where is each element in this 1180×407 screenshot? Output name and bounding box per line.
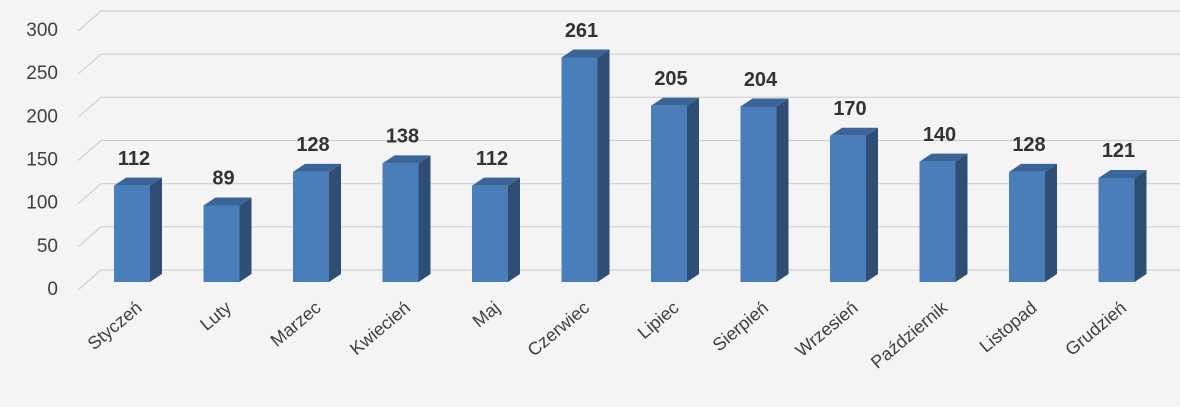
grid-line [77, 10, 1180, 32]
bar-side [776, 98, 789, 282]
bar-side [239, 197, 252, 282]
bar-front [203, 205, 240, 282]
bar-side [866, 127, 878, 282]
y-tick-label: 100 [26, 193, 58, 214]
value-label: 140 [923, 124, 956, 146]
bar [203, 197, 252, 282]
x-tick-label: Wrzesień [792, 297, 862, 360]
grid-line [77, 53, 1180, 75]
x-tick-label: Październik [867, 297, 952, 373]
bar-top [203, 197, 252, 206]
value-label: 89 [212, 168, 234, 190]
value-label: 112 [476, 148, 508, 170]
bar-side [1134, 169, 1147, 282]
value-label: 128 [1012, 134, 1045, 156]
bar-front [651, 105, 687, 282]
bar-front [114, 185, 150, 282]
bar [919, 153, 968, 282]
bar-front [561, 57, 598, 282]
bar-front [740, 106, 777, 282]
x-tick-label: Sierpień [709, 297, 772, 355]
grid-line [77, 139, 1180, 161]
bar [740, 98, 789, 282]
bar-side [150, 177, 162, 282]
bar-top [1098, 169, 1147, 178]
bar-top [651, 97, 699, 106]
value-label: 112 [118, 148, 150, 170]
value-label: 170 [833, 98, 866, 120]
bar-front [1009, 171, 1045, 282]
x-tick-label: Styczeń [84, 297, 146, 353]
bar-top [740, 98, 789, 107]
bar-front [830, 135, 866, 282]
bar-side [597, 49, 610, 282]
bar-top [830, 127, 878, 136]
y-tick-label: 0 [47, 279, 58, 300]
grid-line [77, 269, 1180, 291]
bar-side [418, 155, 431, 282]
bar [561, 49, 610, 282]
y-tick-label: 50 [37, 236, 58, 257]
value-label: 205 [654, 68, 687, 90]
bar-top [561, 49, 610, 58]
value-label: 138 [386, 126, 419, 148]
grid-line [77, 226, 1180, 248]
bar-front [293, 171, 329, 282]
value-label: 128 [296, 134, 329, 156]
x-tick-label: Maj [469, 297, 504, 331]
grid-line [77, 96, 1180, 118]
bar-top [472, 177, 520, 186]
bar-top [382, 155, 431, 164]
x-tick-label: Listopad [976, 297, 1041, 356]
x-tick-label: Marzec [267, 297, 325, 350]
bar-side [1045, 163, 1057, 282]
bar-side [508, 177, 520, 282]
bar [382, 155, 431, 282]
x-tick-label: Luty [196, 297, 235, 334]
x-tick-label: Grudzień [1061, 297, 1130, 359]
value-label: 121 [1102, 140, 1135, 162]
bar-front [472, 185, 508, 282]
bar-top [114, 177, 162, 186]
bar [1098, 169, 1147, 282]
bar [651, 97, 699, 282]
value-label: 204 [744, 69, 778, 91]
bar [472, 177, 520, 282]
bar [114, 177, 162, 282]
bar-side [687, 97, 699, 282]
grid-line [77, 183, 1180, 205]
x-tick-label: Lipiec [634, 297, 683, 343]
y-tick-label: 200 [26, 106, 58, 127]
bar [830, 127, 878, 282]
bar [1009, 163, 1057, 282]
y-tick-label: 250 [26, 63, 58, 84]
y-tick-label: 300 [26, 20, 58, 41]
bar-top [1009, 163, 1057, 172]
bar [293, 163, 341, 282]
y-tick-label: 150 [26, 150, 58, 171]
bar-top [919, 153, 968, 162]
value-label: 261 [565, 20, 598, 42]
x-tick-label: Kwiecień [346, 297, 414, 359]
bar-front [919, 161, 956, 282]
x-tick-label: Czerwiec [524, 297, 594, 360]
bar-front [382, 163, 419, 282]
bar-side [329, 163, 341, 282]
bar-side [955, 153, 968, 282]
bar-front [1098, 177, 1135, 282]
bar-top [293, 163, 341, 172]
